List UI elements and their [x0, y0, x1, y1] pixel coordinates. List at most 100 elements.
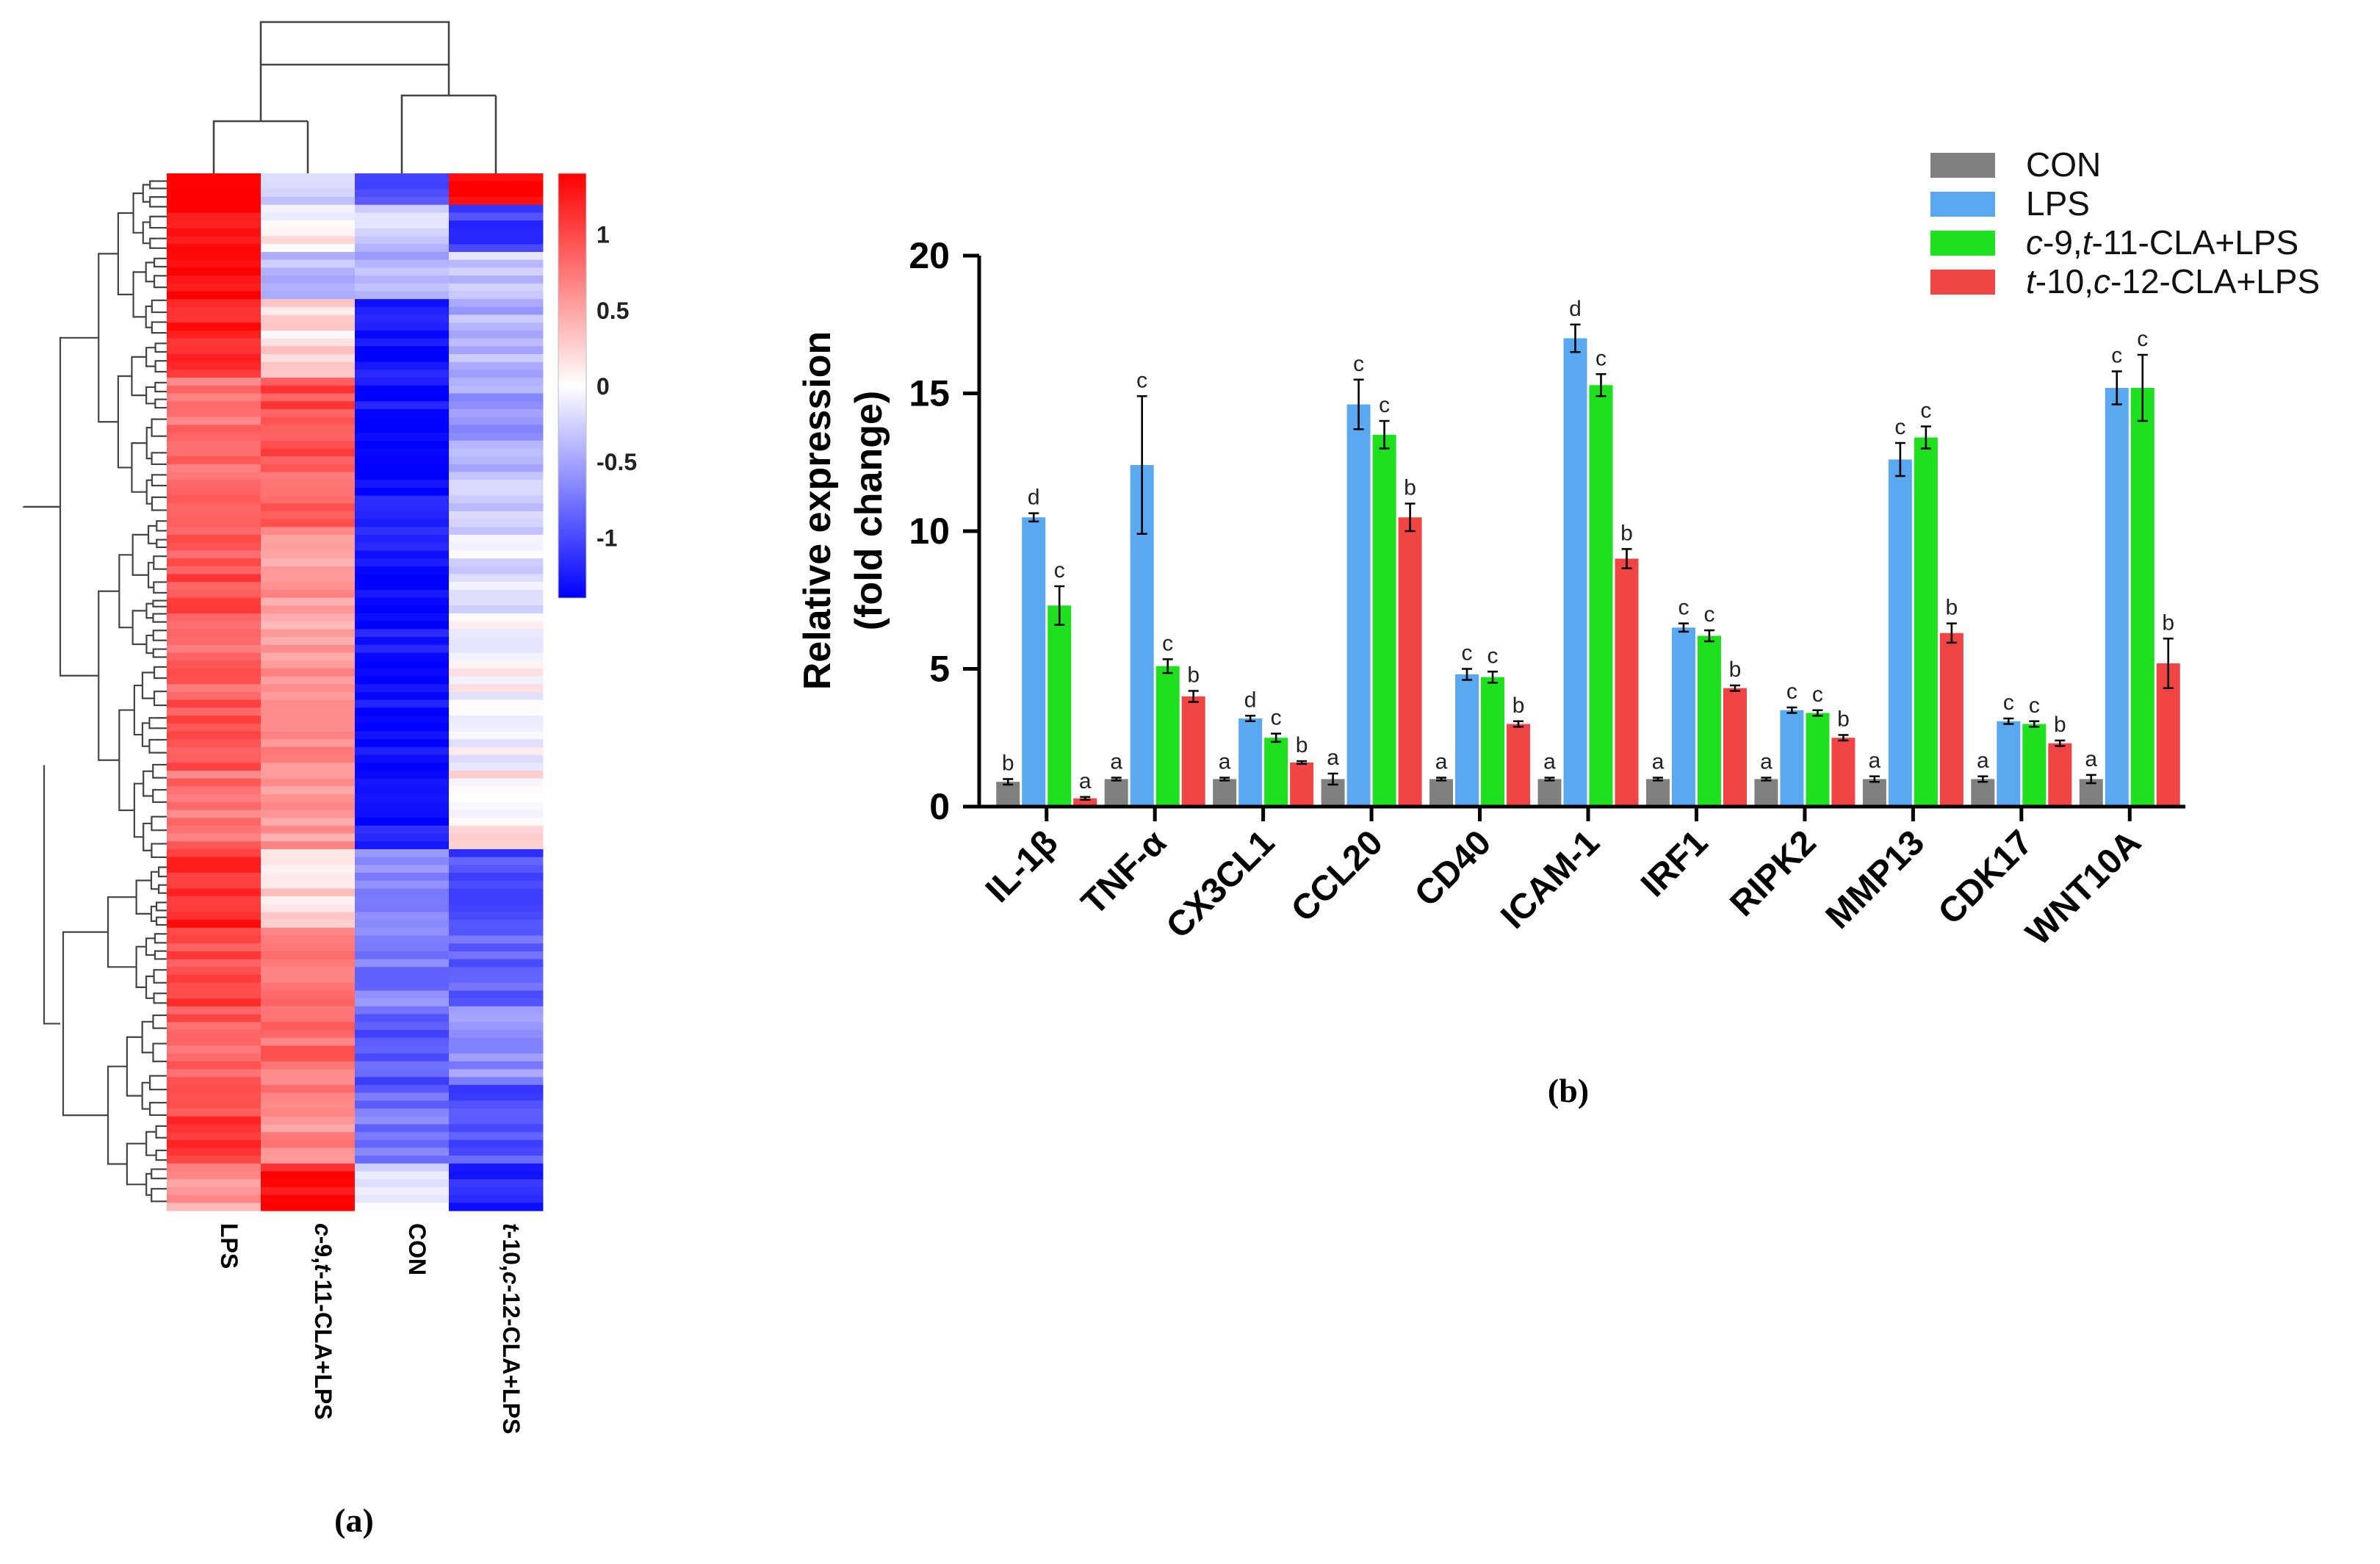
significance-letter: b [1837, 707, 1850, 732]
heatmap-cell [355, 998, 450, 1007]
error-bar [1544, 776, 1555, 782]
heatmap-cell [167, 739, 262, 748]
legend-label: CON [2026, 145, 2101, 184]
heatmap-cell [449, 322, 544, 331]
heatmap-cell [261, 825, 356, 835]
heatmap-cell [449, 393, 544, 402]
error-bar [1488, 670, 1499, 684]
heatmap-cell [449, 1156, 544, 1164]
significance-letter: a [1652, 750, 1665, 774]
heatmap-cell [167, 810, 262, 818]
heatmap-cell [261, 699, 356, 708]
heatmap-cell [167, 896, 262, 905]
error-bar [1219, 776, 1230, 782]
heatmap-cell [449, 433, 544, 442]
heatmap-cell [355, 912, 450, 920]
error-bar [1136, 394, 1147, 536]
heatmap-cell [449, 1179, 544, 1188]
heatmap-cell [261, 920, 356, 929]
heatmap-cell [261, 716, 356, 724]
heatmap-cell [167, 801, 262, 811]
legend-label: t-10,c-12-CLA+LPS [2026, 262, 2320, 300]
heatmap-cell [355, 1077, 450, 1086]
significance-letter: c [1353, 352, 1364, 376]
heatmap-cell [167, 621, 262, 630]
significance-letter: c [1920, 399, 1931, 423]
error-bar [1245, 714, 1256, 723]
heatmap-cell [355, 566, 450, 575]
heatmap-cell [261, 370, 356, 378]
heatmap-cell [261, 314, 356, 323]
significance-letter: d [1569, 297, 1582, 321]
heatmap-cell [167, 1014, 262, 1023]
heatmap-cell [167, 770, 262, 779]
heatmap-cell [167, 676, 262, 685]
heatmap-cell [261, 306, 356, 316]
heatmap-cell [355, 535, 450, 544]
heatmap-cell [355, 181, 450, 190]
heatmap-cell [261, 361, 356, 371]
heatmap-cell [167, 487, 262, 497]
bar [1073, 798, 1097, 807]
heatmap-cell [167, 236, 262, 245]
heatmap-cell [449, 1029, 544, 1039]
heatmap-cell [261, 267, 356, 276]
colorbar-tick-label: 0.5 [596, 298, 629, 324]
heatmap-cell [449, 857, 544, 865]
heatmap-cell [355, 322, 450, 331]
heatmap-cell [261, 425, 356, 433]
heatmap-cell [167, 1163, 262, 1172]
error-bar [1595, 372, 1606, 397]
bar [1264, 738, 1288, 807]
heatmap-cell [449, 511, 544, 520]
heatmap-cell [449, 448, 544, 457]
heatmap-cell [355, 1139, 450, 1149]
heatmap-cell [167, 1156, 262, 1164]
significance-letter: a [1079, 769, 1092, 793]
heatmap-cell [355, 197, 450, 206]
significance-letter: c [1894, 415, 1905, 439]
heatmap-cell [355, 1022, 450, 1031]
significance-letter: c [1595, 346, 1606, 370]
heatmap-cell [355, 283, 450, 292]
significance-letter: c [1162, 631, 1173, 655]
heatmap-cell [167, 848, 262, 858]
error-bar [1678, 622, 1689, 633]
heatmap-cell [261, 857, 356, 865]
heatmap-cell [167, 1084, 262, 1094]
heatmap-cell [261, 495, 356, 504]
y-tick-label: 20 [909, 235, 950, 276]
error-bar [1812, 709, 1823, 717]
heatmap-cell [261, 433, 356, 442]
error-bar [1652, 776, 1663, 782]
heatmap-cell [449, 990, 544, 999]
heatmap-cell [355, 943, 450, 952]
heatmap-cell [261, 676, 356, 685]
heatmap-cell [167, 975, 262, 984]
heatmap-cell [355, 1147, 450, 1156]
y-tick-label: 15 [909, 373, 950, 414]
heatmap-cell [167, 825, 262, 835]
heatmap-cell [449, 574, 544, 583]
heatmap-cell [261, 464, 356, 473]
heatmap-cell [261, 275, 356, 284]
significance-letter: a [1760, 750, 1773, 774]
heatmap-cell [261, 487, 356, 497]
y-tick-label: 5 [929, 649, 950, 690]
heatmap-cell [355, 833, 450, 842]
heatmap-cell [449, 1186, 544, 1196]
bar [1213, 779, 1237, 807]
bar [2048, 743, 2072, 807]
heatmap-cell [261, 943, 356, 952]
heatmap-cell [449, 637, 544, 646]
heatmap-cell [261, 707, 356, 716]
heatmap-cell [355, 967, 450, 976]
heatmap-cell [167, 527, 262, 536]
heatmap-cell [355, 1179, 450, 1188]
heatmap-cell [167, 361, 262, 371]
heatmap-cell [167, 880, 262, 890]
heatmap-cell [167, 408, 262, 418]
heatmap-cell [261, 408, 356, 418]
panel-label-b: (b) [1548, 1072, 1589, 1109]
